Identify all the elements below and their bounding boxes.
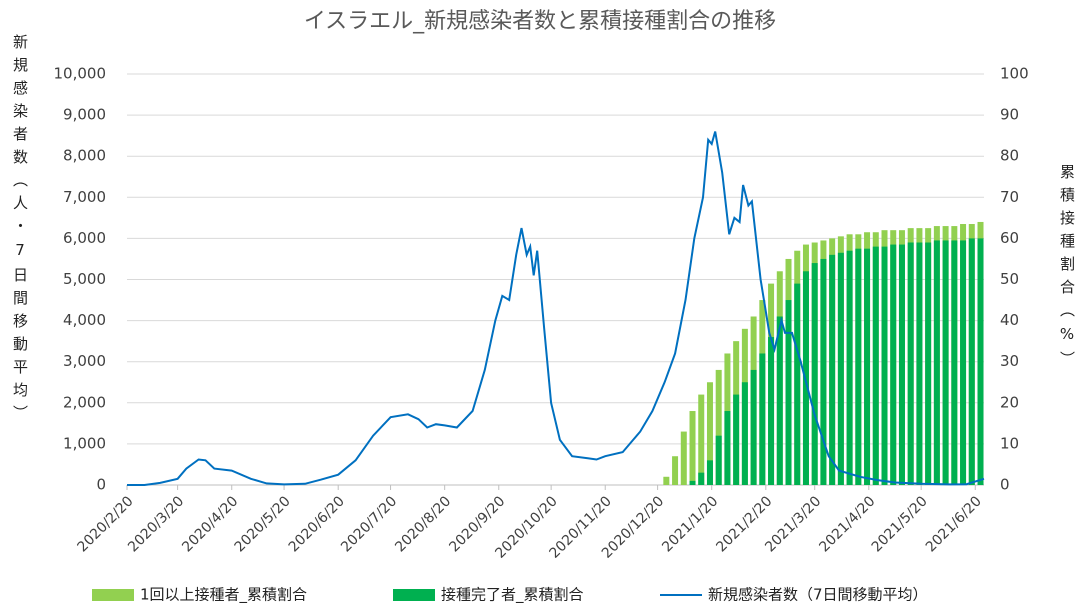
bar [706,382,713,485]
bar [759,353,766,485]
x-tick-label: 2020/4/20 [179,493,241,555]
x-tick-label: 2020/7/20 [338,493,400,555]
bar [698,394,705,485]
bar [960,240,967,485]
y-tick-label: 9,000 [63,106,106,124]
bar [750,369,757,485]
x-tick-label: 2021/6/20 [923,493,985,555]
y2-tick-label: 20 [1000,393,1019,411]
y2-tick-label: 70 [1000,188,1019,206]
bar [663,476,670,485]
bar [794,283,801,485]
y-tick-label: 1,000 [63,434,106,452]
bar [846,250,853,485]
bar [855,248,862,485]
chart-title: イスラエル_新規感染者数と累積接種割合の推移 [304,9,776,34]
bar [933,240,940,485]
y2-tick-label: 90 [1000,106,1019,124]
bar [785,300,792,485]
y-tick-label: 0 [96,476,106,494]
bar [689,480,696,485]
line [127,131,985,486]
x-tick-label: 2021/1/20 [659,493,721,555]
y2-tick-label: 100 [1000,65,1029,83]
bar [837,252,844,485]
y2-tick-label: 50 [1000,270,1019,288]
y-tick-label: 7,000 [63,188,106,206]
y-tick-label: 3,000 [63,352,106,370]
bar [872,246,879,485]
x-tick-label: 2021/5/20 [869,493,931,555]
legend-swatch [393,589,435,601]
y-tick-label: 2,000 [63,393,106,411]
bar [698,472,705,485]
bar [907,242,914,485]
y2-axis-title: 累積接種割合（%） [1058,164,1076,374]
y-tick-label: 6,000 [63,229,106,247]
bar [680,431,687,485]
bar [689,411,696,485]
bar [776,316,783,485]
bar [820,258,827,485]
y2-tick-label: 60 [1000,229,1019,247]
bar [916,242,923,485]
x-tick-label: 2021/4/20 [816,493,878,555]
bar [925,242,932,485]
y2-tick-label: 0 [1000,476,1010,494]
legend-swatch [92,589,134,601]
x-tick-label: 2020/8/20 [392,493,454,555]
bar [968,238,975,485]
bar [768,337,775,485]
bar [829,254,836,485]
x-tick-label: 2020/5/20 [232,493,294,555]
y-axis-title: 新規感染者数（人・7日間移動平均） [11,34,29,428]
bar [672,456,679,485]
bar [811,263,818,485]
bar [890,244,897,485]
bar [977,238,984,485]
y-tick-label: 4,000 [63,311,106,329]
y-tick-label: 8,000 [63,147,106,165]
y-tick-label: 10,000 [54,65,107,83]
x-tick-label: 2020/6/20 [286,493,348,555]
legend-label: 新規感染者数（7日間移動平均） [708,586,928,604]
bar [733,394,740,485]
bar [715,369,722,485]
y2-tick-label: 10 [1000,434,1019,452]
bar [898,244,905,485]
bar [881,246,888,485]
legend-label: 接種完了者_累積割合 [441,586,584,605]
bar [741,382,748,485]
y-tick-label: 5,000 [63,270,106,288]
bar [724,411,731,485]
bar [942,240,949,485]
y2-tick-label: 80 [1000,147,1019,165]
legend-label: 1回以上接種者_累積割合 [140,586,307,605]
bar [951,240,958,485]
bar [864,248,871,485]
bar [715,435,722,485]
y2-tick-label: 30 [1000,352,1019,370]
bar [706,460,713,485]
y2-tick-label: 40 [1000,311,1019,329]
